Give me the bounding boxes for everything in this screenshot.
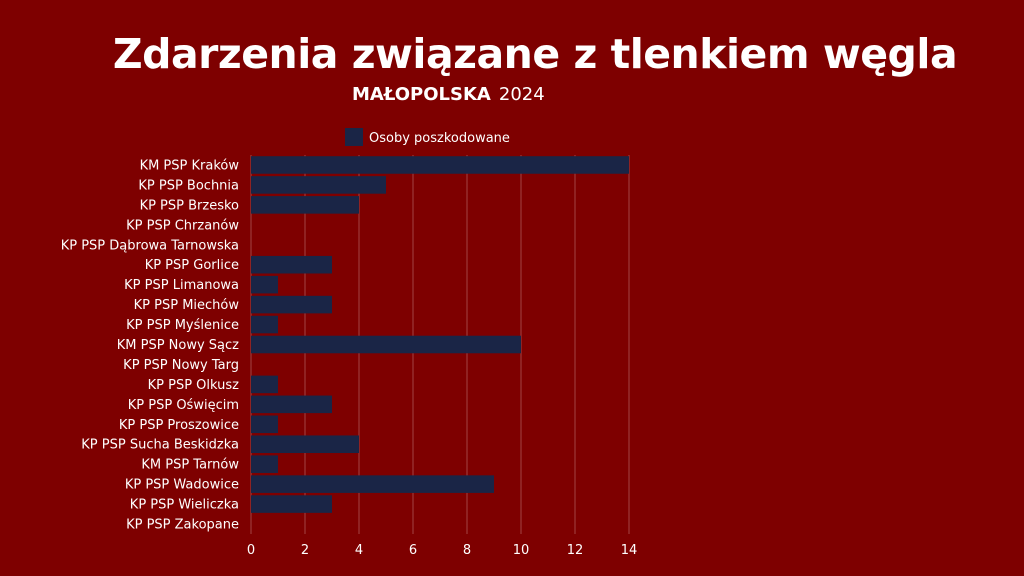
category-label: KP PSP Gorlice [145, 258, 239, 273]
x-tick-labels: 0 2 4 6 8 10 12 14 [247, 543, 637, 558]
bar [251, 156, 629, 174]
category-label: KP PSP Wieliczka [130, 498, 239, 513]
category-labels: KM PSP Kraków KP PSP Bochnia KP PSP Brzesk… [61, 158, 240, 532]
bar [251, 395, 332, 414]
category-label: KP PSP Myślenice [126, 318, 239, 333]
category-label: KP PSP Oświęcim [128, 398, 239, 413]
category-label: KM PSP Tarnów [141, 458, 239, 473]
category-label: KP PSP Dąbrowa Tarnowska [61, 238, 239, 253]
category-label: KP PSP Limanowa [124, 278, 239, 293]
category-label: KP PSP Wadowice [125, 478, 239, 493]
bar [251, 435, 359, 454]
category-label: KP PSP Olkusz [148, 378, 240, 393]
bar [251, 495, 332, 513]
category-label: KM PSP Kraków [140, 158, 240, 173]
category-label: KP PSP Sucha Beskidzka [81, 438, 239, 453]
x-tick-label: 6 [409, 543, 417, 558]
category-label: KP PSP Miechów [134, 298, 240, 313]
bar [251, 255, 332, 274]
bar [251, 196, 359, 214]
legend: Osoby poszkodowane [345, 128, 510, 146]
bar [251, 275, 278, 294]
bar [251, 415, 278, 434]
legend-label: Osoby poszkodowane [369, 131, 510, 146]
category-label: KP PSP Chrzanów [126, 218, 239, 233]
x-tick-label: 4 [355, 543, 363, 558]
chart-subtitle: MAŁOPOLSKA 2024 [352, 84, 545, 105]
bar [251, 475, 494, 493]
category-label: KP PSP Brzesko [140, 198, 239, 213]
bar [251, 335, 521, 354]
category-label: KP PSP Proszowice [119, 418, 239, 433]
category-label: KP PSP Zakopane [126, 518, 239, 533]
subtitle-region: MAŁOPOLSKA [352, 84, 491, 105]
x-tick-label: 10 [513, 543, 530, 558]
category-label: KM PSP Nowy Sącz [117, 338, 239, 353]
x-tick-label: 8 [463, 543, 471, 558]
x-tick-label: 2 [301, 543, 309, 558]
bar [251, 375, 278, 394]
bars [251, 156, 629, 513]
bar [251, 315, 278, 334]
x-tick-label: 12 [567, 543, 584, 558]
bar [251, 295, 332, 314]
bar [251, 455, 278, 473]
category-label: KP PSP Bochnia [138, 178, 239, 193]
bar [251, 176, 386, 194]
legend-swatch [345, 128, 363, 146]
subtitle-year: 2024 [498, 84, 545, 105]
chart-title: Zdarzenia związane z tlenkiem węgla [112, 30, 958, 78]
x-tick-label: 0 [247, 543, 255, 558]
x-tick-label: 14 [621, 543, 638, 558]
category-label: KP PSP Nowy Targ [123, 358, 239, 373]
